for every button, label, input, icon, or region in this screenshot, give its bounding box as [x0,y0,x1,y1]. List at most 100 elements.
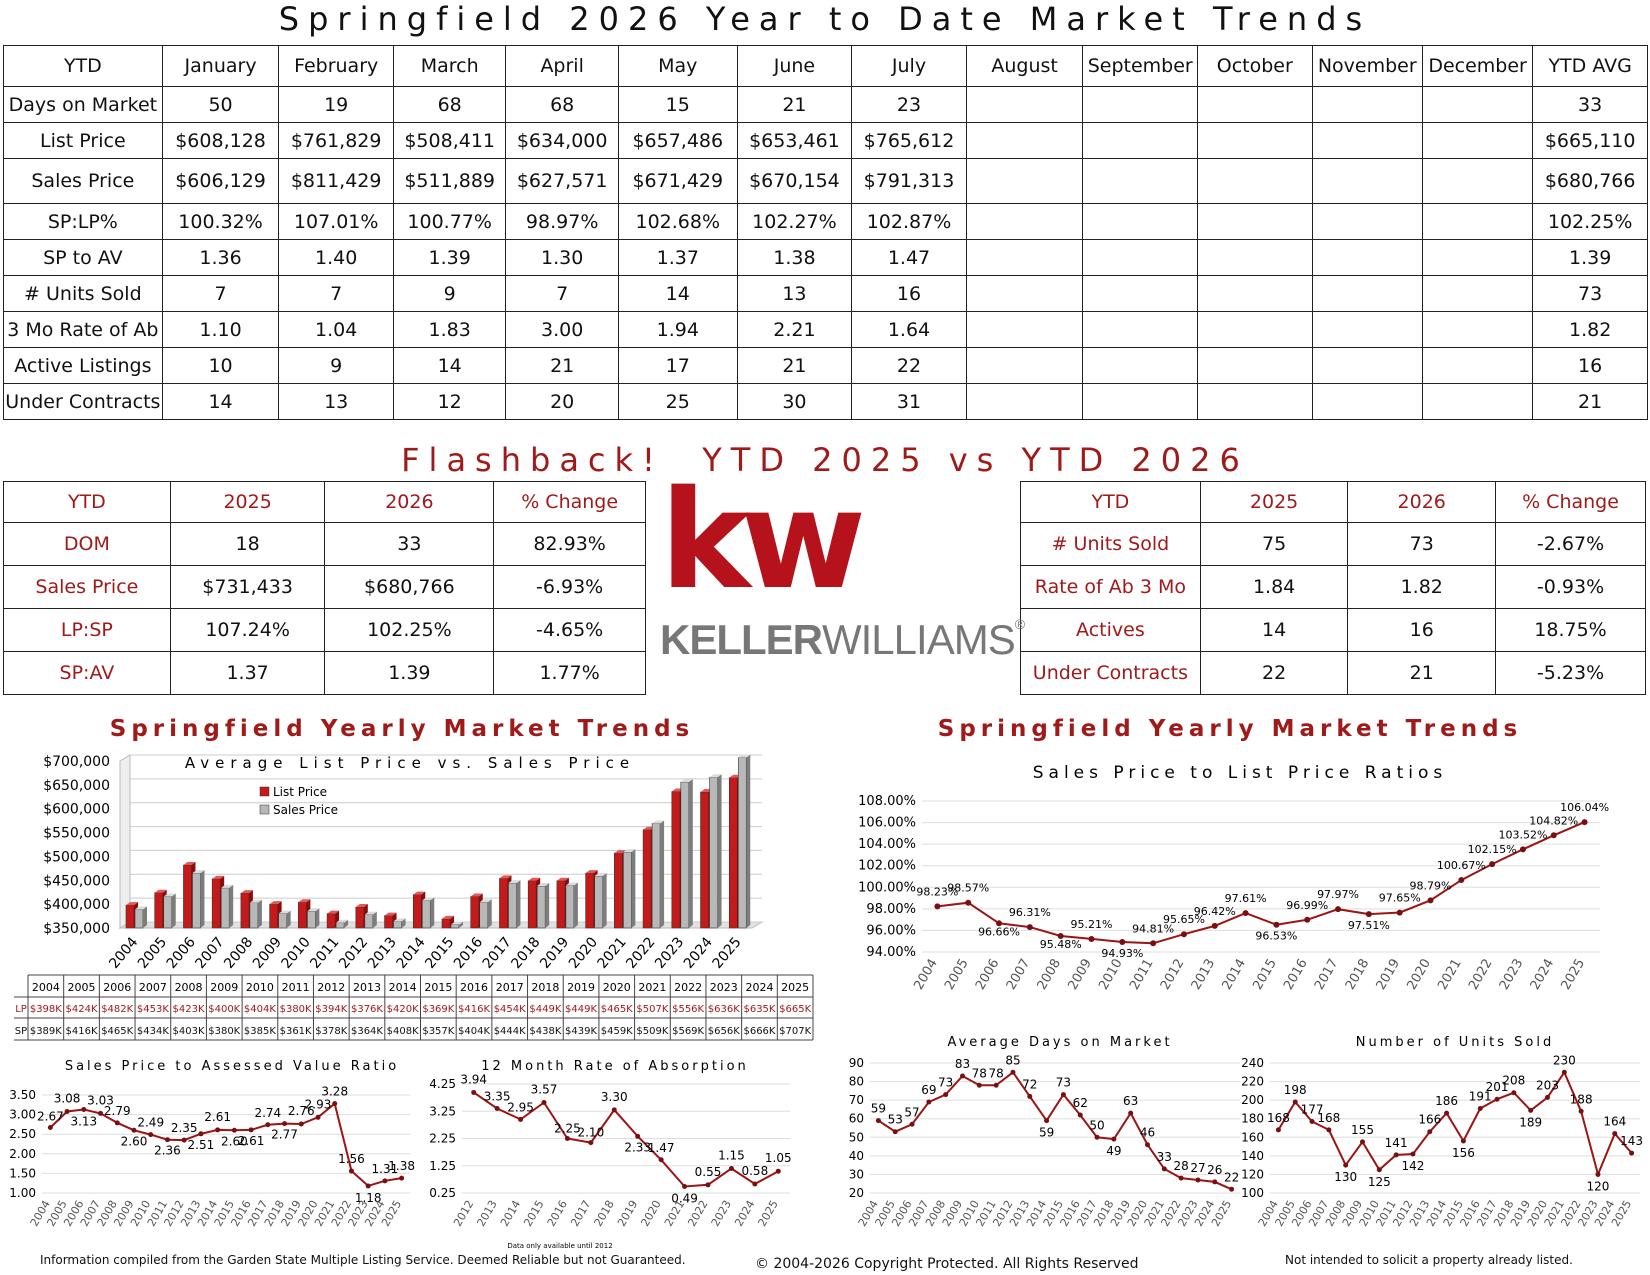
bar-top [221,884,234,888]
bar-top [212,875,225,879]
data-point [1396,909,1403,916]
bar [499,878,508,929]
ytd-cell: $765,612 [851,122,967,159]
x-tick-label: 2012 [336,934,371,972]
ytd-cell: 7 [505,275,619,312]
bar-side [536,877,541,928]
data-label: 96.31% [1009,906,1051,919]
bar-top [442,915,454,919]
table-value: $438K [529,1026,561,1037]
ytd-cell [965,86,1084,123]
x-tick-label: 2013 [1189,957,1219,993]
x-tick-label: 2008 [1323,1198,1348,1229]
x-tick-label: 2010 [279,934,314,972]
table-value: $459K [601,1026,633,1037]
data-label: 3.57 [531,1083,558,1097]
data-point [1550,832,1557,839]
bar [680,781,690,929]
table-value: $416K [66,1026,98,1037]
flash-right-cell: Actives [1020,608,1201,652]
legend-label: Sales Price [273,803,338,817]
flash-left-row: SP:AV 1.37 1.39 1.77% [3,651,646,695]
table-value: $364K [351,1026,383,1037]
flash-left-header-row: YTD 2025 2026% Change [3,481,646,523]
bar-side [286,910,291,928]
bar-side [363,904,368,928]
table-value: $569K [672,1026,704,1037]
flash-left-cell: 1.37 [169,651,326,695]
data-point [282,1121,288,1127]
x-tick-label: 2013 [1407,1198,1432,1229]
ytd-cell: $761,829 [278,122,394,159]
x-tick-label: 2015 [1250,957,1280,993]
x-tick-label: 2018 [1091,1198,1116,1229]
ytd-cell: 22 [851,347,967,384]
data-label: 2.25 [554,1122,581,1136]
bar-side [200,870,205,928]
bar-top [384,912,397,916]
x-tick-label: 2020 [1404,957,1434,993]
flash-right-header-row: YTD 2025 2026% Change [1020,481,1646,523]
data-point [705,1182,711,1188]
bar-side [171,893,176,928]
ytd-cell: 102.87% [851,203,967,240]
ytd-cell: 102.68% [617,203,738,240]
data-point [635,1133,641,1139]
bar-top [240,890,253,894]
ytd-cell: 25 [617,383,738,420]
table-value: $400K [208,1004,240,1015]
bar-top [556,877,569,881]
flash-left-cell: $680,766 [324,565,495,609]
bar [536,885,546,929]
bar-top [623,849,636,853]
main-title: Springfield 2026 Year to Date Market Tre… [278,0,1372,38]
x-tick-label: 2021 [1142,1198,1167,1229]
data-label: 63 [1123,1094,1138,1108]
flash-right-cell: -2.67% [1495,522,1646,566]
ytd-cell: List Price [3,122,163,159]
ytd-cell: 98.97% [505,203,619,240]
table-value: $666K [743,1026,775,1037]
ytd-cell: 21 [736,86,853,123]
data-label: 96.66% [978,925,1020,938]
x-tick-label: 2022 [685,1198,710,1229]
x-tick-label: 2017 [245,1198,270,1229]
data-label: 78 [972,1066,987,1080]
x-tick-label: 2019 [1508,1198,1533,1229]
ytd-cell [1421,383,1534,420]
bar-side [717,774,722,928]
flash-right-header-cell: % Change [1495,481,1646,523]
data-label: 1.38 [388,1159,415,1173]
ytd-cell: Sales Price [3,158,163,204]
y-tick-label: 100 [1241,1186,1264,1200]
bar-top [499,875,512,879]
data-label: 97.61% [1225,892,1267,905]
ytd-cell: SP:LP% [3,203,163,240]
flash-left-row: LP:SP 107.24% 102.25% -4.65% [3,608,646,652]
flash-right-cell: 75 [1199,522,1349,566]
y-tick-label: 102.00% [858,859,916,874]
bar-top [729,774,742,778]
ytd-cell: $811,429 [278,158,394,204]
ytd-cell: $634,000 [505,122,619,159]
data-point [1044,1118,1050,1124]
data-point [1094,1134,1100,1140]
data-label: 27 [1190,1161,1205,1175]
y-tick-label: $700,000 [43,754,110,770]
data-point [399,1175,405,1181]
data-point [1581,819,1588,826]
y-tick-label: 160 [1241,1130,1264,1144]
x-tick-label: 2016 [1458,1198,1483,1229]
bar [393,921,402,929]
x-tick-label: 2010 [128,1198,153,1229]
flash-right-cell: 18.75% [1495,608,1646,652]
bar-side [688,778,693,928]
data-label: 3.30 [601,1090,628,1104]
data-label: 100.67% [1437,859,1486,872]
flash-left-cell: DOM [3,522,171,566]
data-label: 96.42% [1194,905,1236,918]
flash-left-row: DOM 18 33 82.93% [3,522,646,566]
x-tick-label: 2020 [566,934,601,972]
data-point [1489,861,1496,868]
x-tick-label: 2004 [1256,1198,1281,1229]
